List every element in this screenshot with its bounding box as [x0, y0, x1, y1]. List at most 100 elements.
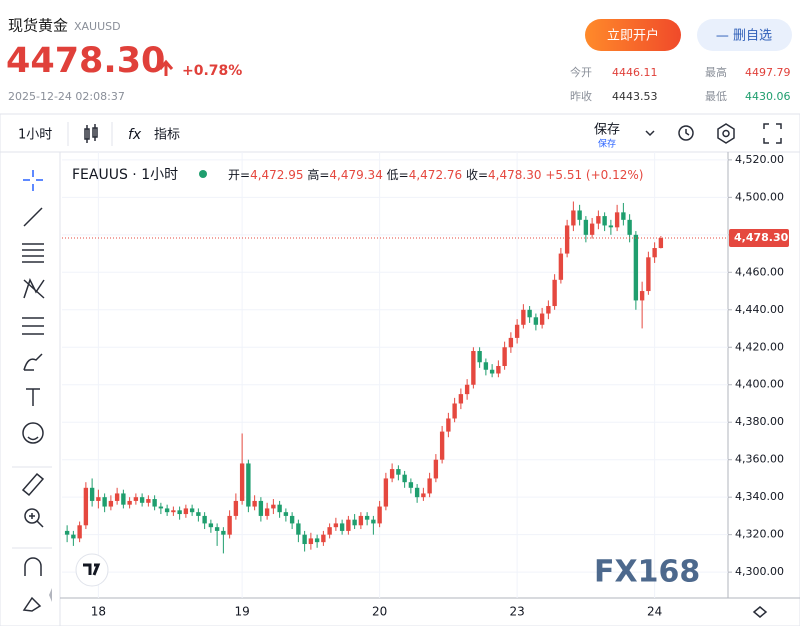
- emoji-smile: [27, 436, 39, 441]
- fullscreen-icon[interactable]: [763, 123, 782, 144]
- x-tick-label: 19: [234, 605, 249, 619]
- candle-body: [458, 394, 464, 404]
- candle-body: [546, 306, 551, 314]
- candle-body: [658, 238, 664, 249]
- candle-body: [477, 351, 482, 363]
- candle-body: [227, 515, 232, 535]
- tv-logo-glyph: [83, 563, 101, 576]
- brush-tool[interactable]: [23, 353, 43, 371]
- ohlc-legend: 开=4,472.95 高=4,479.34 低=4,472.76 收=4,478…: [228, 167, 643, 182]
- up-arrow: [158, 59, 174, 76]
- interval-button[interactable]: 1小时: [18, 128, 52, 143]
- timestamp: 2025-12-24 02:08:37: [8, 90, 125, 103]
- save-dropdown[interactable]: [645, 130, 655, 137]
- indicator-icon[interactable]: fx: [128, 127, 142, 143]
- candle-body: [102, 497, 107, 507]
- candle-body: [402, 474, 407, 483]
- y-tick-label: 4,420.00: [735, 340, 784, 353]
- trendline-tool[interactable]: [23, 207, 43, 227]
- candle-body: [96, 497, 101, 501]
- candle-body: [258, 500, 264, 516]
- stat-label: 昨收: [570, 89, 592, 103]
- collapse-handle[interactable]: [49, 588, 52, 602]
- candle-body: [614, 212, 620, 228]
- candle-body: [414, 487, 420, 498]
- candle-body: [283, 512, 289, 516]
- candle-body: [127, 500, 132, 505]
- crosshair-tool[interactable]: [23, 170, 43, 191]
- candle-body: [502, 347, 507, 367]
- candle-body: [433, 459, 439, 479]
- x-tick-label: 24: [647, 605, 662, 619]
- candle-body: [202, 515, 207, 524]
- settings-icon[interactable]: [717, 123, 735, 144]
- remove-watch-label: — 删自选: [716, 29, 772, 44]
- alert-icon[interactable]: [678, 125, 694, 141]
- legend-change: +5.51 (+0.12%): [545, 168, 643, 182]
- instrument-name: 现货黄金: [8, 17, 68, 35]
- candle-body: [577, 210, 582, 220]
- zoom-tool[interactable]: [24, 508, 40, 524]
- legend-value: 4,472.95: [250, 168, 303, 182]
- y-tick-label: 4,500.00: [735, 190, 784, 203]
- zoom-glyph: [29, 513, 44, 528]
- candle-body: [558, 253, 564, 280]
- magnet-tool[interactable]: [24, 557, 42, 576]
- candle-body: [208, 523, 214, 528]
- candle-body: [633, 234, 639, 301]
- ruler-tool[interactable]: [21, 472, 45, 497]
- pattern-tool[interactable]: [23, 278, 45, 299]
- fib-tool[interactable]: [22, 243, 44, 263]
- stat-value: 4446.11: [612, 66, 658, 79]
- candle-body: [652, 248, 657, 258]
- candle-body: [139, 497, 145, 503]
- candle-body: [146, 499, 151, 503]
- candle-body: [277, 504, 282, 513]
- candle-body: [308, 538, 314, 545]
- candle-body: [189, 508, 195, 513]
- candle-body: [327, 527, 332, 535]
- candle-body: [439, 431, 445, 460]
- candle-body: [539, 313, 545, 325]
- y-tick-label: 4,440.00: [735, 303, 784, 316]
- candle-body: [608, 225, 614, 228]
- legend-value: 4,478.30: [488, 168, 541, 182]
- plot: 4,300.00 4,320.00 4,340.00 4,360.00 4,380.00…: [62, 152, 789, 619]
- candle-body: [383, 478, 389, 507]
- text-tool[interactable]: [26, 388, 40, 406]
- candle-body: [77, 525, 82, 539]
- candle-body: [121, 493, 126, 505]
- lock-tool[interactable]: [22, 596, 42, 612]
- settings-icon-center: [722, 129, 730, 138]
- chart-type-icon[interactable]: [84, 124, 98, 143]
- x-tick-label: 18: [91, 605, 106, 619]
- y-tick-label: 4,320.00: [735, 528, 784, 541]
- candle-body: [83, 487, 89, 526]
- forecast-tool[interactable]: [22, 317, 44, 335]
- candle-body: [371, 519, 376, 524]
- candle-body: [621, 212, 626, 220]
- indicators-button[interactable]: 指标: [154, 128, 180, 143]
- candle-body: [646, 257, 651, 292]
- tv-logo[interactable]: [75, 553, 109, 587]
- stat-label: 今开: [570, 65, 592, 79]
- candle-body: [214, 527, 220, 531]
- y-tick-label: 4,460.00: [735, 265, 784, 278]
- candle-body: [196, 512, 201, 516]
- candle-body: [158, 506, 164, 509]
- save-sublabel: 保存: [598, 138, 616, 150]
- candle-body: [271, 504, 276, 509]
- open-account-button[interactable]: [585, 19, 681, 51]
- remove-watch-button[interactable]: [697, 19, 792, 51]
- last-price-label: 4,478.30: [734, 231, 789, 244]
- emoji-tool[interactable]: [22, 422, 44, 444]
- candle-body: [333, 523, 339, 528]
- legend-label: 高=: [307, 167, 329, 182]
- candle-body: [496, 366, 501, 374]
- stat-value: 4497.79: [745, 66, 791, 79]
- save-button[interactable]: 保存: [594, 123, 620, 138]
- axis-settings-icon[interactable]: [752, 606, 768, 618]
- candle-body: [527, 309, 532, 318]
- candle-body: [639, 291, 645, 301]
- watermark: FX168: [594, 555, 700, 590]
